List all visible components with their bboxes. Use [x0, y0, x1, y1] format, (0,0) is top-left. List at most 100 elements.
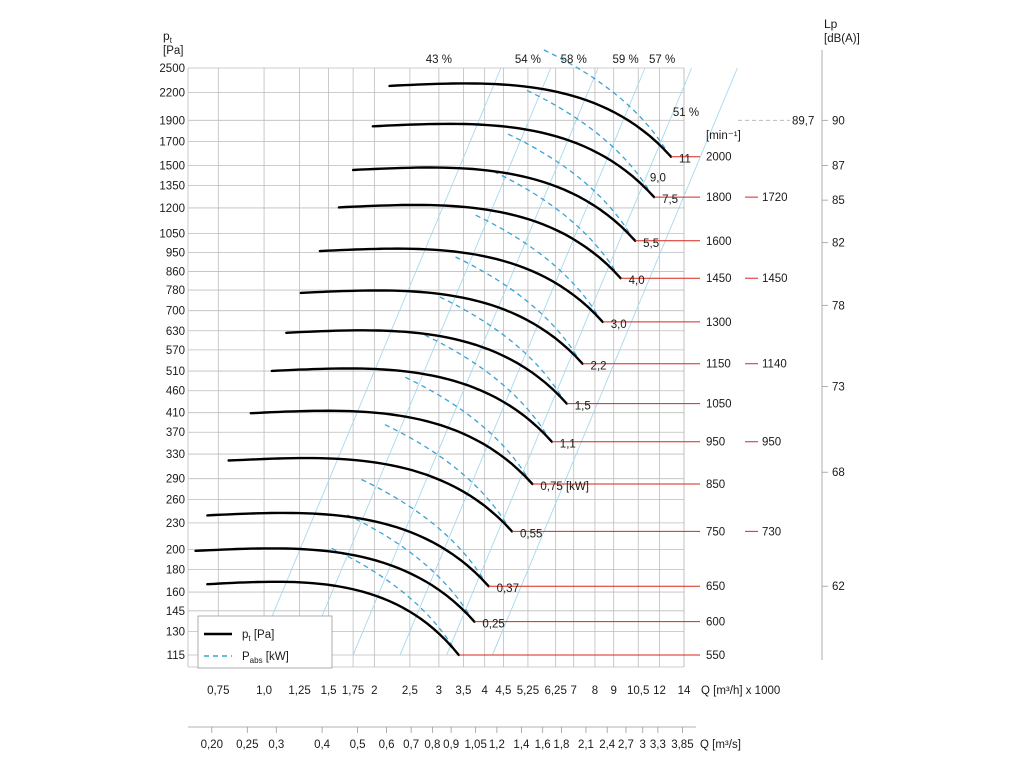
y-tick-label: 130 — [166, 627, 185, 639]
y-tick-label: 160 — [166, 587, 185, 599]
efficiency-label: 51 % — [673, 107, 699, 119]
y-tick-label: 460 — [166, 386, 185, 398]
speed-unit: [min⁻¹] — [706, 130, 741, 142]
x-tick-label: 3,5 — [455, 685, 471, 697]
power-label: 2,2 — [591, 361, 607, 373]
x-axis2-tick-label: 0,9 — [443, 739, 459, 751]
y-tick-label: 860 — [166, 266, 185, 278]
x-axis2-tick-label: 2,7 — [618, 739, 634, 751]
x-tick-label: 4,5 — [495, 685, 511, 697]
y-tick-label: 1050 — [159, 228, 185, 240]
system-line — [255, 67, 502, 656]
y-tick-label: 410 — [166, 408, 185, 420]
x-tick-label: 6,25 — [544, 685, 566, 697]
power-curve-750 — [384, 424, 510, 528]
system-lines — [255, 67, 738, 656]
y-tick-label: 1700 — [159, 137, 185, 149]
power-label: 11 — [679, 154, 691, 166]
power-label: 0,55 — [520, 528, 542, 540]
system-line — [492, 67, 738, 656]
rpm-label-950: 950 — [706, 437, 725, 449]
x-tick-label: 14 — [678, 685, 691, 697]
rpm-label-750: 750 — [706, 526, 725, 538]
legend-box — [197, 615, 333, 669]
right-axis-tick-label: 87 — [832, 160, 845, 172]
marker-label: 89,7 — [792, 115, 814, 127]
rpm-label-2000: 2000 — [706, 152, 732, 164]
power-label: 5,5 — [643, 238, 659, 250]
rpm-label-600: 600 — [706, 617, 725, 629]
power-curve-550 — [331, 547, 457, 652]
power-curves — [331, 49, 669, 652]
power-curve-1600 — [507, 133, 633, 238]
y-tick-label: 330 — [166, 449, 185, 461]
x-axis2-tick-label: 0,4 — [314, 739, 331, 751]
x-tick-label: 1,0 — [256, 685, 272, 697]
power-label: 0,37 — [497, 583, 519, 595]
x-tick-label: 0,75 — [207, 685, 229, 697]
labels: 550 600 0,25 650 0,37 750 0,55 730 850 0,75 [kW] 9… — [426, 54, 788, 662]
power-label: 1,5 — [575, 401, 591, 413]
x-axis2-tick-label: 3,85 — [671, 739, 693, 751]
fan-curve-850 — [249, 409, 534, 486]
legend: pt [Pa] Pabs [kW] — [197, 615, 333, 669]
x-tick-label: 2 — [371, 685, 377, 697]
legend-pabs-label: Pabs [kW] — [242, 651, 289, 665]
right-axis-tick-label: 78 — [832, 300, 845, 312]
y-axis-subscript: t — [170, 36, 173, 45]
rpm-label-1450: 1450 — [706, 273, 732, 285]
stub-label: 1140 — [762, 359, 787, 371]
power-curve-850 — [405, 376, 530, 481]
power-curve-950 — [424, 334, 550, 439]
power-label: 3,0 — [611, 319, 627, 331]
right-axis-tick-label: 82 — [832, 238, 845, 250]
x-axis2-label: Q [m³/s] — [700, 739, 741, 751]
right-axis-tick-label: 85 — [832, 195, 845, 207]
y-tick-label: 1200 — [159, 203, 185, 215]
x-tick-label: 9 — [610, 685, 616, 697]
grid — [187, 67, 685, 668]
x-axis2-tick-label: 1,6 — [535, 739, 551, 751]
y-tick-label: 230 — [166, 518, 185, 530]
x-axis2-tick-label: 1,2 — [489, 739, 505, 751]
y-tick-label: 115 — [167, 650, 185, 662]
x-axis2-tick-label: 0,6 — [379, 739, 395, 751]
y-tick-label: 700 — [166, 306, 185, 318]
fan-curve-950 — [270, 367, 553, 443]
efficiency-label: 57 % — [649, 54, 675, 66]
x-tick-label: 2,5 — [402, 685, 418, 697]
y-axis-unit: [Pa] — [163, 45, 183, 57]
right-axis-tick-label: 68 — [832, 467, 845, 479]
x-tick-label: 4 — [481, 685, 488, 697]
efficiency-label: 54 % — [515, 54, 541, 66]
power-curve-1050 — [439, 296, 565, 401]
power-label-extra: 9,0 — [650, 172, 666, 184]
right-axis-tick-label: 62 — [832, 581, 845, 593]
y-tick-label: 370 — [166, 427, 185, 439]
stub-label: 1450 — [762, 273, 788, 285]
y-tick-label: 200 — [166, 545, 185, 557]
y-tick-label: 180 — [166, 565, 185, 577]
y-axis-symbol: p — [163, 29, 170, 43]
y-tick-label: 950 — [166, 247, 185, 259]
power-label: 0,25 — [482, 619, 504, 631]
x-tick-label: 1,75 — [342, 685, 364, 697]
x-axis2-tick-label: 2,4 — [599, 739, 616, 751]
x-axis2-tick-label: 0,20 — [201, 739, 223, 751]
right-axis-tick-label: 73 — [832, 382, 845, 394]
y-tick-label: 1900 — [159, 115, 185, 127]
y-tick-label: 1500 — [159, 160, 185, 172]
x-axis-label: Q [m³/h] x 1000 — [701, 685, 780, 697]
fan-curve-1050 — [285, 329, 568, 405]
stub-label: 730 — [762, 526, 781, 538]
rpm-label-1150: 1150 — [706, 359, 731, 371]
y-tick-label: 630 — [166, 326, 185, 338]
rpm-lines — [458, 156, 758, 656]
x-axis2-tick-label: 1,8 — [553, 739, 569, 751]
power-label: 1,1 — [560, 439, 576, 451]
power-label: 7,5 — [662, 194, 678, 206]
x-axis2-tick-label: 1,05 — [464, 739, 486, 751]
stub-label: 1720 — [762, 192, 788, 204]
y-tick-label: 2500 — [159, 63, 185, 75]
efficiency-label: 43 % — [426, 54, 452, 66]
